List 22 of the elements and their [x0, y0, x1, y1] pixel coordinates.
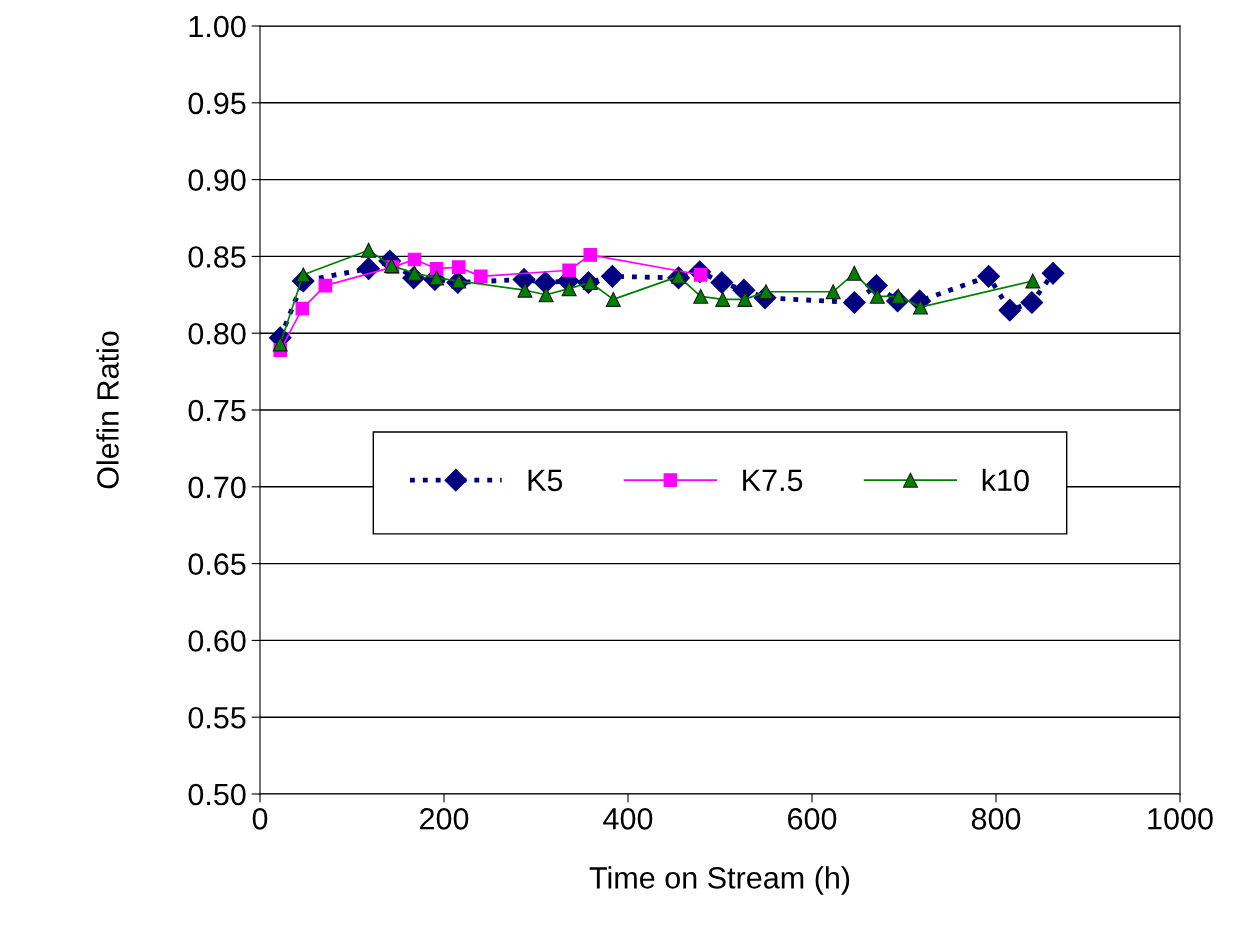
legend-label: K7.5 — [743, 469, 803, 492]
x-tick-label: 1000 — [1148, 808, 1213, 830]
y-tick-label: 0.65 — [188, 553, 246, 575]
y-tick-label: 0.60 — [188, 630, 246, 652]
x-tick-label: 200 — [420, 808, 469, 830]
x-tick-label: 600 — [788, 808, 837, 830]
y-tick-label: 0.75 — [188, 399, 246, 422]
y-tick-label: 0.80 — [188, 322, 246, 345]
x-axis-title: Time on Stream (h) — [589, 866, 850, 895]
x-tick-label: 800 — [971, 808, 1021, 830]
y-tick-label: 0.50 — [188, 783, 246, 806]
y-axis-title: Olefin Ratio — [96, 331, 119, 489]
x-tick-label: 400 — [603, 808, 653, 830]
x-tick-label: 0 — [252, 808, 268, 830]
legend-label: k10 — [982, 468, 1029, 492]
y-tick-label: 0.70 — [188, 476, 246, 499]
y-tick-label: 0.55 — [188, 706, 246, 729]
y-tick-label: 0.90 — [188, 169, 246, 191]
y-tick-label: 0.95 — [188, 92, 246, 115]
y-tick-label: 0.85 — [188, 246, 246, 268]
y-tick-label: 1.00 — [189, 15, 246, 38]
legend-label: K5 — [528, 469, 563, 492]
